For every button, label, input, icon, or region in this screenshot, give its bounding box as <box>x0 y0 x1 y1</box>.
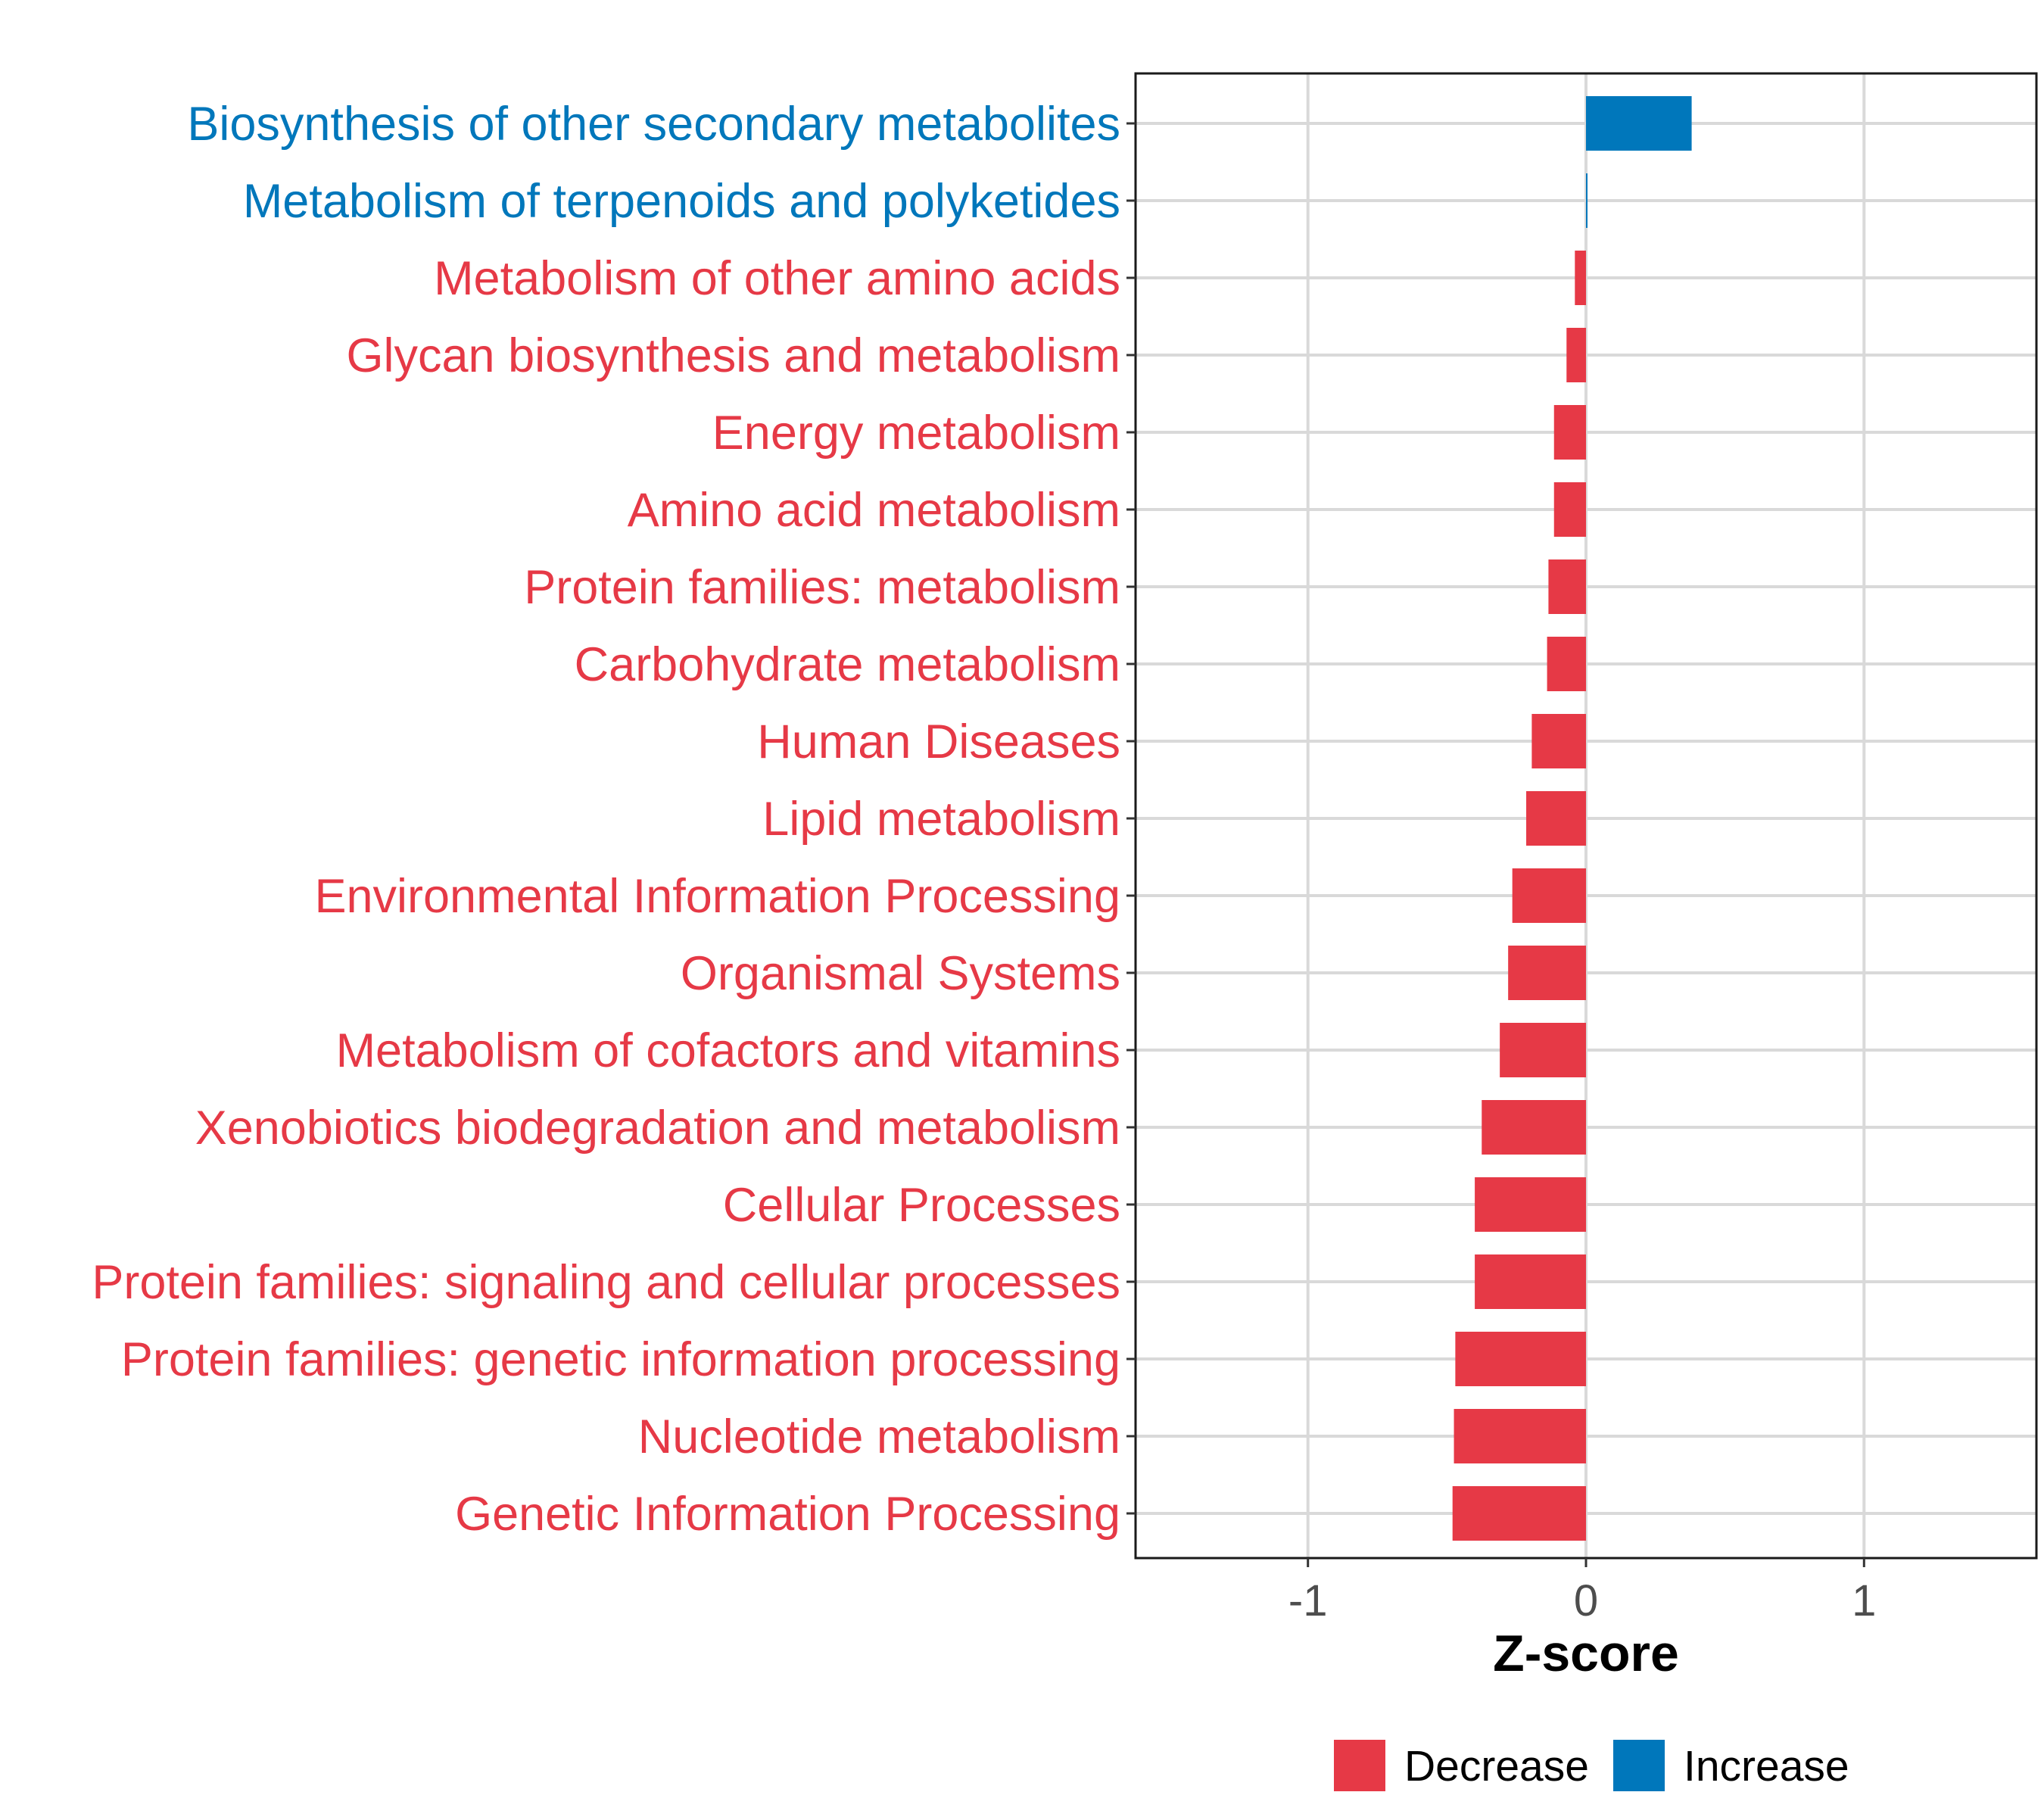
bar-0 <box>1586 96 1692 151</box>
bar-18 <box>1452 1486 1586 1541</box>
bar-15 <box>1475 1254 1586 1309</box>
y-axis-ticks: Biosynthesis of other secondary metaboli… <box>92 98 1136 1541</box>
bar-9 <box>1526 791 1586 846</box>
bar-1 <box>1586 173 1588 228</box>
x-tick-label: 1 <box>1852 1576 1876 1625</box>
legend-key-increase <box>1613 1740 1665 1791</box>
category-label: Human Diseases <box>757 715 1120 768</box>
x-axis-title: Z-score <box>1493 1625 1679 1682</box>
category-label: Metabolism of cofactors and vitamins <box>336 1024 1120 1077</box>
category-label: Lipid metabolism <box>762 793 1120 846</box>
category-label: Energy metabolism <box>712 407 1120 460</box>
bar-3 <box>1566 328 1586 382</box>
legend-label-increase: Increase <box>1684 1742 1849 1791</box>
bar-16 <box>1455 1332 1586 1386</box>
bar-6 <box>1548 559 1586 614</box>
bar-5 <box>1553 482 1586 537</box>
category-label: Metabolism of terpenoids and polyketides <box>243 175 1120 228</box>
bar-4 <box>1553 405 1586 460</box>
category-label: Nucleotide metabolism <box>638 1410 1120 1463</box>
category-label: Protein families: signaling and cellular… <box>92 1256 1120 1309</box>
category-label: Amino acid metabolism <box>628 484 1120 537</box>
x-axis-ticks: -1 0 1 <box>1288 1558 1876 1625</box>
bar-11 <box>1508 946 1586 1000</box>
x-tick-label: -1 <box>1288 1576 1328 1625</box>
legend-key-decrease <box>1334 1740 1385 1791</box>
bar-8 <box>1531 714 1586 768</box>
bar-17 <box>1454 1409 1586 1463</box>
category-label: Genetic Information Processing <box>455 1488 1120 1541</box>
bar-2 <box>1575 251 1586 305</box>
category-label: Protein families: metabolism <box>524 561 1120 614</box>
bar-7 <box>1547 637 1586 691</box>
category-label: Metabolism of other amino acids <box>434 252 1120 305</box>
category-label: Glycan biosynthesis and metabolism <box>347 329 1121 382</box>
bars <box>1452 96 1692 1541</box>
bar-13 <box>1482 1100 1586 1155</box>
category-label: Organismal Systems <box>681 947 1120 1000</box>
bar-14 <box>1475 1177 1586 1232</box>
category-label: Biosynthesis of other secondary metaboli… <box>187 98 1120 151</box>
legend: Decrease Increase <box>1334 1740 1849 1791</box>
category-label: Xenobiotics biodegradation and metabolis… <box>195 1102 1120 1155</box>
category-label: Protein families: genetic information pr… <box>121 1333 1120 1386</box>
x-tick-label: 0 <box>1574 1576 1598 1625</box>
bar-10 <box>1512 868 1586 923</box>
category-label: Carbohydrate metabolism <box>575 638 1120 691</box>
legend-label-decrease: Decrease <box>1404 1742 1589 1791</box>
bar-12 <box>1500 1023 1586 1077</box>
category-label: Environmental Information Processing <box>314 870 1120 923</box>
category-label: Cellular Processes <box>723 1179 1120 1232</box>
